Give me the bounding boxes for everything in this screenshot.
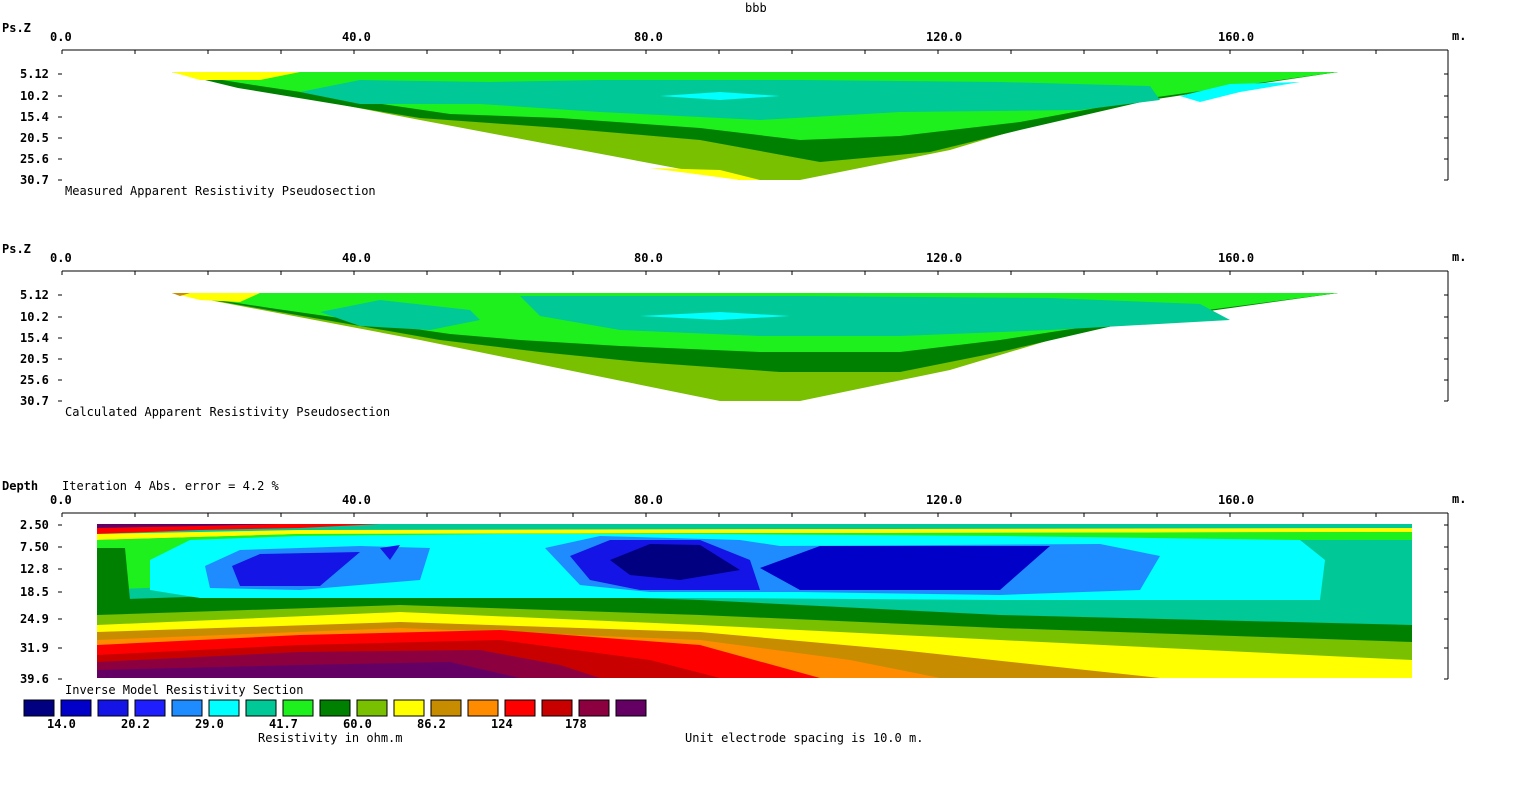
contour-band [300, 80, 1160, 120]
iteration-header: Iteration 4 Abs. error = 4.2 % [62, 479, 280, 493]
legend-label: 29.0 [195, 717, 224, 731]
y-tick-label: 15.4 [20, 110, 49, 124]
contour-band [660, 92, 780, 100]
section-caption: Measured Apparent Resistivity Pseudosect… [65, 184, 376, 198]
legend-swatch [134, 699, 166, 717]
y-tick-label: 7.50 [20, 540, 49, 554]
x-tick-label: 40.0 [342, 30, 371, 44]
contour-band [380, 545, 400, 560]
x-tick-label: 0.0 [50, 493, 72, 507]
legend-label: 20.2 [121, 717, 150, 731]
x-tick-label: 80.0 [634, 493, 663, 507]
contour-band [520, 296, 1230, 336]
y-axis-name: Ps.Z [2, 242, 31, 256]
contour-band [172, 293, 190, 296]
color-legend: 14.0 20.2 29.0 41.7 60.0 86.2 124 178 [23, 699, 647, 731]
y-tick-label: 39.6 [20, 672, 49, 686]
y-tick-label: 12.8 [20, 562, 49, 576]
y-tick-label: 31.9 [20, 641, 49, 655]
y-tick-label: 30.7 [20, 173, 49, 187]
x-tick-label: 120.0 [926, 251, 962, 265]
y-tick-label: 25.6 [20, 373, 49, 387]
x-tick-label: 160.0 [1218, 493, 1254, 507]
legend-label: 41.7 [269, 717, 298, 731]
x-tick-label: 120.0 [926, 30, 962, 44]
legend-swatch [393, 699, 425, 717]
y-axis-name: Ps.Z [2, 21, 31, 35]
y-tick-label: 20.5 [20, 352, 49, 366]
y-tick-label: 18.5 [20, 585, 49, 599]
x-tick-label: 80.0 [634, 30, 663, 44]
y-axis-name: Depth [2, 479, 38, 493]
legend-label: 178 [565, 717, 587, 731]
legend-swatch [467, 699, 499, 717]
legend-swatch [319, 699, 351, 717]
y-tick-label: 10.2 [20, 89, 49, 103]
inverse-model-section: Depth Iteration 4 Abs. error = 4.2 % m. … [2, 479, 1466, 697]
contour-band [97, 548, 130, 600]
contour-band [172, 72, 300, 80]
legend-swatch [97, 699, 129, 717]
y-tick-label: 20.5 [20, 131, 49, 145]
legend-swatch [430, 699, 462, 717]
x-tick-label: 0.0 [50, 251, 72, 265]
x-tick-label: 120.0 [926, 493, 962, 507]
x-tick-label: 80.0 [634, 251, 663, 265]
contour-band [650, 168, 760, 180]
legend-swatch [356, 699, 388, 717]
units-label: Resistivity in ohm.m [258, 731, 403, 745]
contour-band [610, 544, 740, 580]
calculated-contours [172, 293, 1338, 401]
inverse-contours [97, 524, 1412, 678]
legend-swatch [578, 699, 610, 717]
contour-band [172, 293, 260, 302]
x-tick-label: 0.0 [50, 30, 72, 44]
x-unit-label: m. [1452, 29, 1466, 43]
contour-band [760, 546, 1050, 590]
y-tick-label: 5.12 [20, 67, 49, 81]
legend-swatch [171, 699, 203, 717]
section-caption: Calculated Apparent Resistivity Pseudose… [65, 405, 390, 419]
y-tick-label: 15.4 [20, 331, 49, 345]
section-caption: Inverse Model Resistivity Section [65, 683, 303, 697]
legend-swatch [504, 699, 536, 717]
legend-label: 86.2 [417, 717, 446, 731]
legend-swatch [60, 699, 92, 717]
x-tick-label: 40.0 [342, 251, 371, 265]
calculated-pseudosection: Ps.Z m. 0.0 40.0 80.0 120.0 160.0 5.12 10.2 15.… [2, 242, 1466, 419]
contour-band [320, 300, 480, 330]
spacing-label: Unit electrode spacing is 10.0 m. [685, 731, 923, 745]
x-tick-label: 40.0 [342, 493, 371, 507]
contour-band [640, 312, 790, 320]
measured-pseudosection: Ps.Z m. 0.0 40.0 80.0 120.0 160.0 5.12 10.2 15.… [2, 21, 1466, 198]
legend-swatch [245, 699, 277, 717]
y-tick-label: 30.7 [20, 394, 49, 408]
legend-swatch [208, 699, 240, 717]
measured-contours [172, 72, 1338, 180]
x-unit-label: m. [1452, 492, 1466, 506]
x-tick-label: 160.0 [1218, 251, 1254, 265]
legend-label: 124 [491, 717, 513, 731]
legend-swatch [23, 699, 55, 717]
contour-band [97, 528, 1412, 540]
y-tick-label: 5.12 [20, 288, 49, 302]
contour-band [1180, 82, 1300, 102]
contour-band [97, 662, 520, 678]
y-tick-label: 25.6 [20, 152, 49, 166]
x-tick-label: 160.0 [1218, 30, 1254, 44]
legend-label: 60.0 [343, 717, 372, 731]
legend-swatch [541, 699, 573, 717]
figure-title: bbb [745, 1, 767, 15]
y-tick-label: 24.9 [20, 612, 49, 626]
legend-swatch [615, 699, 647, 717]
y-tick-label: 2.50 [20, 518, 49, 532]
legend-swatch [282, 699, 314, 717]
contour-band [97, 524, 280, 528]
y-tick-label: 10.2 [20, 310, 49, 324]
x-unit-label: m. [1452, 250, 1466, 264]
contour-band [232, 552, 360, 586]
legend-label: 14.0 [47, 717, 76, 731]
